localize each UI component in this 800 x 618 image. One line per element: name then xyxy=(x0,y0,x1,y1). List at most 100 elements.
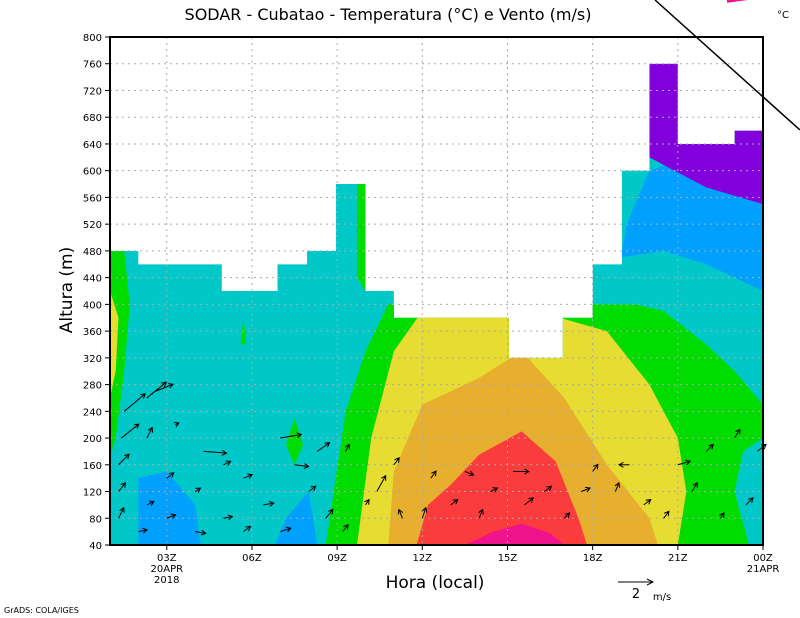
wind-arrow-head xyxy=(285,526,292,533)
wind-arrow-head xyxy=(296,432,303,439)
wind-vector xyxy=(118,481,127,492)
wind-arrow-head xyxy=(593,463,599,470)
wind-arrow-shaft xyxy=(118,507,125,519)
wind-arrow-head xyxy=(119,506,125,513)
wind-arrow-shaft xyxy=(734,429,741,439)
chart-title: SODAR - Cubatao - Temperatura (°C) e Ven… xyxy=(185,5,592,24)
colorbar-divider xyxy=(654,0,800,131)
wind-vector xyxy=(263,500,275,507)
x-tick-label: 06Z xyxy=(242,553,262,564)
y-tick-label: 640 xyxy=(83,140,102,151)
wind-vector xyxy=(194,487,202,493)
wind-arrow-shaft xyxy=(643,499,652,506)
wind-arrow-shaft xyxy=(280,434,302,439)
colorbar: 2625242322212019°C xyxy=(725,0,789,21)
wind-vector xyxy=(745,497,754,506)
wind-vector xyxy=(618,461,630,468)
wind-vector xyxy=(663,510,670,519)
wind-arrow-shaft xyxy=(325,509,334,519)
wind-arrow-shaft xyxy=(614,482,620,492)
wind-arrow-shaft xyxy=(365,499,370,506)
wind-vector xyxy=(691,481,698,492)
wind-arrow-head xyxy=(170,513,177,520)
wind-vector xyxy=(243,473,254,479)
wind-arrow-shaft xyxy=(146,381,167,399)
wind-vector xyxy=(705,443,714,452)
wind-vector xyxy=(308,485,317,492)
wind-vector xyxy=(592,463,599,472)
x-tick-label: 12Z xyxy=(413,553,433,564)
wind-arrow-shaft xyxy=(243,474,253,479)
wind-vector xyxy=(397,508,404,519)
x-tick-date: 21APR xyxy=(747,564,780,575)
wind-arrow-head xyxy=(148,500,155,506)
wind-arrow-shaft xyxy=(376,475,387,492)
wind-arrow-shaft xyxy=(223,516,233,519)
wind-vector xyxy=(146,381,167,399)
wind-arrow-shaft xyxy=(146,427,153,439)
wind-arrow-shaft xyxy=(464,471,474,476)
wind-vector xyxy=(121,423,140,439)
wind-arrow-shaft xyxy=(345,444,350,452)
y-tick-label: 80 xyxy=(89,514,102,525)
wind-arrow-shaft xyxy=(123,393,146,412)
wind-vector xyxy=(643,499,652,506)
wind-arrow-shaft xyxy=(398,509,403,519)
wind-arrow-shaft xyxy=(691,482,698,492)
wind-arrow-shaft xyxy=(677,460,691,466)
wind-arrow-shaft xyxy=(745,497,754,506)
wind-vector xyxy=(430,470,437,479)
wind-arrow-head xyxy=(167,383,174,389)
wind-arrow-head xyxy=(142,527,149,534)
wind-arrow-shaft xyxy=(166,514,176,519)
x-tick-year: 2018 xyxy=(154,575,179,586)
colorbar-unit: °C xyxy=(777,10,789,21)
wind-reference: 2 m/s xyxy=(618,578,671,603)
wind-vector xyxy=(513,468,530,475)
wind-arrow-head xyxy=(431,470,437,477)
plot-frame xyxy=(109,36,764,546)
wind-arrow-shaft xyxy=(195,531,206,534)
wind-arrow-shaft xyxy=(263,502,274,506)
wind-vector xyxy=(464,470,475,477)
wind-vector xyxy=(478,508,484,519)
wind-arrow-shaft xyxy=(121,423,140,439)
contour-region-22-23 xyxy=(286,418,304,465)
wind-arrow-head xyxy=(303,463,310,469)
y-tick-label: 240 xyxy=(83,407,102,418)
y-tick-label: 40 xyxy=(89,541,102,552)
wind-vector xyxy=(544,485,553,492)
wind-vector xyxy=(421,506,428,519)
wind-arrow-shaft xyxy=(421,507,427,519)
y-tick-label: 560 xyxy=(83,193,102,204)
wind-vector xyxy=(280,432,303,439)
wind-arrow-head xyxy=(124,453,130,460)
x-tick-date: 20APR xyxy=(151,564,184,575)
wind-arrow-shaft xyxy=(524,497,534,506)
wind-arrow-shaft xyxy=(146,500,155,506)
wind-arrow-head xyxy=(324,442,331,448)
y-tick-label: 320 xyxy=(83,354,102,365)
wind-arrow-head xyxy=(421,506,428,513)
y-tick-label: 120 xyxy=(83,488,102,499)
wind-arrow-shaft xyxy=(203,450,227,454)
wind-vector xyxy=(376,474,387,492)
wind-arrow-head xyxy=(478,508,484,515)
wind-arrow-head xyxy=(245,525,252,532)
y-tick-label: 600 xyxy=(83,167,102,178)
x-tick-label: 18Z xyxy=(583,553,603,564)
wind-vector xyxy=(123,393,146,412)
y-tick-label: 680 xyxy=(83,113,102,124)
wind-vector xyxy=(342,523,349,532)
y-tick-label: 400 xyxy=(83,300,102,311)
wind-arrow-shaft xyxy=(705,444,714,452)
wind-arrow-head xyxy=(524,468,530,475)
wind-vector xyxy=(719,512,725,519)
wind-arrow-head xyxy=(528,497,535,503)
y-tick-label: 440 xyxy=(83,274,102,285)
wind-arrow-head xyxy=(168,472,175,478)
y-tick-label: 360 xyxy=(83,327,102,338)
wind-arrow-shaft xyxy=(166,472,175,479)
